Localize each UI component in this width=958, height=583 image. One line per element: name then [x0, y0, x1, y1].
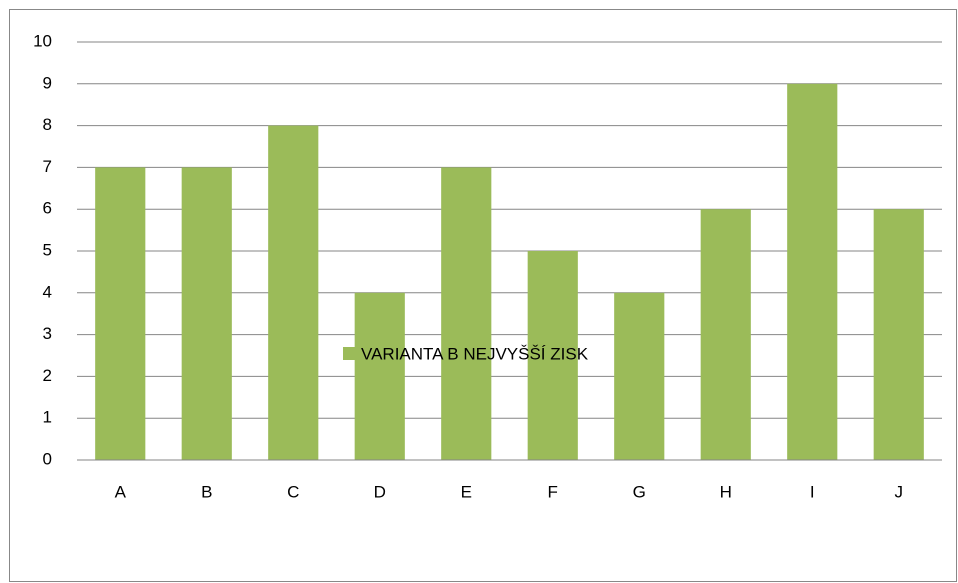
- x-tick-label: J: [895, 482, 904, 501]
- y-tick-label: 9: [43, 73, 52, 92]
- legend-label: VARIANTA B NEJVYŠŠÍ ZISK: [361, 344, 589, 363]
- x-tick-label: H: [720, 482, 732, 501]
- y-tick-label: 8: [43, 115, 52, 134]
- bar: [441, 167, 492, 460]
- y-tick-label: 5: [43, 240, 52, 259]
- bar: [614, 292, 665, 460]
- x-tick-label: D: [374, 482, 386, 501]
- bar: [181, 167, 232, 460]
- bar: [268, 125, 319, 460]
- x-tick-label: I: [810, 482, 815, 501]
- y-tick-label: 0: [43, 449, 52, 468]
- bar: [354, 292, 405, 460]
- x-tick-label: G: [633, 482, 646, 501]
- y-tick-label: 4: [43, 282, 52, 301]
- legend-swatch: [343, 347, 356, 360]
- y-tick-label: 10: [33, 31, 52, 50]
- x-tick-label: E: [461, 482, 472, 501]
- bar: [787, 83, 838, 461]
- y-tick-label: 6: [43, 199, 52, 218]
- bar: [873, 209, 924, 460]
- x-tick-label: A: [115, 482, 127, 501]
- bar: [700, 209, 751, 460]
- y-tick-label: 2: [43, 366, 52, 385]
- x-tick-label: C: [287, 482, 299, 501]
- bar: [95, 167, 146, 460]
- y-tick-label: 7: [43, 157, 52, 176]
- x-tick-label: B: [201, 482, 212, 501]
- bar: [527, 251, 578, 460]
- y-tick-label: 1: [43, 408, 52, 427]
- y-tick-label: 3: [43, 324, 52, 343]
- x-tick-label: F: [548, 482, 558, 501]
